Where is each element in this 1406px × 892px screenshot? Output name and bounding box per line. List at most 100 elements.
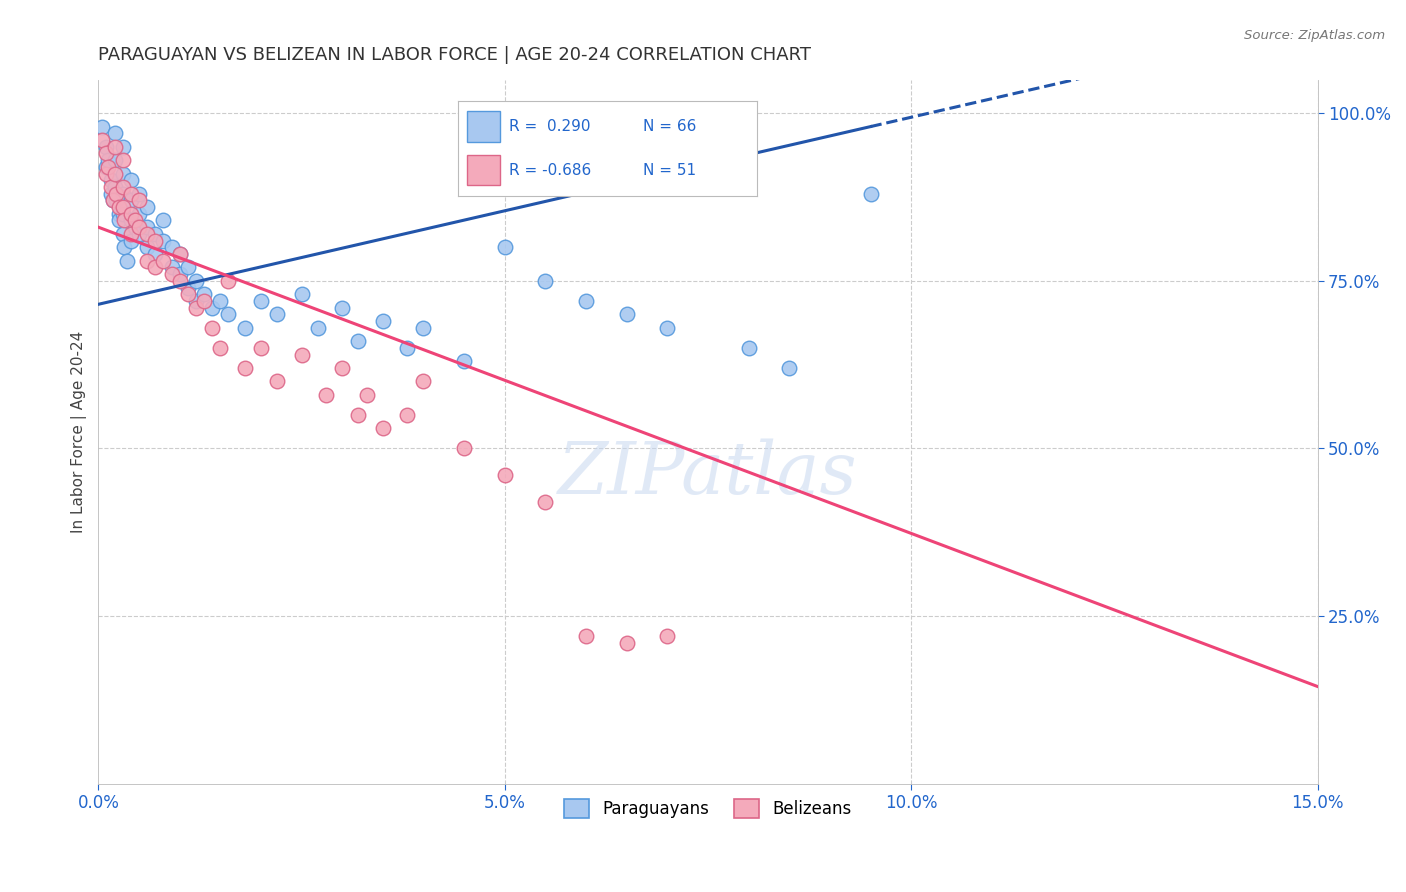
Point xyxy=(111,207,134,221)
Point xyxy=(111,167,134,181)
Point xyxy=(152,213,174,227)
Point xyxy=(160,260,183,275)
Point xyxy=(120,186,142,201)
Point xyxy=(100,186,122,201)
Point xyxy=(534,274,557,288)
Point xyxy=(104,180,127,194)
Point xyxy=(193,287,215,301)
Point xyxy=(143,227,166,241)
Point xyxy=(290,348,312,362)
Point xyxy=(143,260,166,275)
Point xyxy=(169,267,191,281)
Point xyxy=(100,173,122,187)
Point xyxy=(330,361,353,376)
Point xyxy=(120,207,142,221)
Point xyxy=(657,629,679,643)
Point xyxy=(96,139,118,153)
Point xyxy=(616,307,638,321)
Point xyxy=(177,260,200,275)
Point xyxy=(217,274,239,288)
Point xyxy=(111,200,134,214)
Point xyxy=(143,247,166,261)
Point xyxy=(104,139,127,153)
Point xyxy=(575,629,598,643)
Legend: Paraguayans, Belizeans: Paraguayans, Belizeans xyxy=(557,792,859,825)
Text: PARAGUAYAN VS BELIZEAN IN LABOR FORCE | AGE 20-24 CORRELATION CHART: PARAGUAYAN VS BELIZEAN IN LABOR FORCE | … xyxy=(98,46,811,64)
Point xyxy=(177,287,200,301)
Point xyxy=(91,133,114,147)
Point xyxy=(169,274,191,288)
Point xyxy=(412,320,434,334)
Point xyxy=(193,293,215,308)
Point xyxy=(120,213,142,227)
Point xyxy=(111,186,134,201)
Point xyxy=(233,320,256,334)
Point xyxy=(616,636,638,650)
Point xyxy=(96,160,118,174)
Point xyxy=(575,293,598,308)
Point xyxy=(657,320,679,334)
Point xyxy=(177,280,200,294)
Point xyxy=(859,186,882,201)
Point xyxy=(120,194,142,208)
Point xyxy=(152,253,174,268)
Point xyxy=(97,153,120,168)
Point xyxy=(104,167,127,181)
Point xyxy=(412,375,434,389)
Point xyxy=(124,213,146,227)
Text: Source: ZipAtlas.com: Source: ZipAtlas.com xyxy=(1244,29,1385,42)
Point xyxy=(120,234,142,248)
Point xyxy=(169,247,191,261)
Point xyxy=(107,207,129,221)
Point xyxy=(347,408,370,422)
Point xyxy=(184,293,207,308)
Point xyxy=(124,220,146,235)
Point xyxy=(184,274,207,288)
Point xyxy=(371,421,394,435)
Point xyxy=(737,341,759,355)
Point xyxy=(107,213,129,227)
Point xyxy=(128,194,150,208)
Point xyxy=(105,194,128,208)
Point xyxy=(152,234,174,248)
Point xyxy=(120,227,142,241)
Point xyxy=(307,320,329,334)
Point xyxy=(136,240,159,254)
Point xyxy=(347,334,370,348)
Point xyxy=(111,139,134,153)
Point xyxy=(112,213,135,227)
Point xyxy=(128,186,150,201)
Point xyxy=(111,227,134,241)
Point xyxy=(494,468,516,483)
Point xyxy=(217,307,239,321)
Point xyxy=(534,495,557,509)
Y-axis label: In Labor Force | Age 20-24: In Labor Force | Age 20-24 xyxy=(72,331,87,533)
Point xyxy=(778,361,800,376)
Point xyxy=(233,361,256,376)
Point xyxy=(136,220,159,235)
Point xyxy=(136,253,159,268)
Text: ZIPatlas: ZIPatlas xyxy=(558,439,858,509)
Point xyxy=(107,200,129,214)
Point xyxy=(160,240,183,254)
Point xyxy=(96,167,118,181)
Point xyxy=(104,153,127,168)
Point xyxy=(112,240,135,254)
Point xyxy=(136,227,159,241)
Point xyxy=(209,341,232,355)
Point xyxy=(250,341,273,355)
Point xyxy=(91,120,114,134)
Point xyxy=(128,220,150,235)
Point xyxy=(100,180,122,194)
Point xyxy=(266,307,288,321)
Point xyxy=(104,126,127,140)
Point xyxy=(201,320,224,334)
Point xyxy=(396,408,419,422)
Point xyxy=(128,207,150,221)
Point xyxy=(356,388,378,402)
Point xyxy=(290,287,312,301)
Point xyxy=(96,146,118,161)
Point xyxy=(97,160,120,174)
Point xyxy=(136,200,159,214)
Point xyxy=(105,186,128,201)
